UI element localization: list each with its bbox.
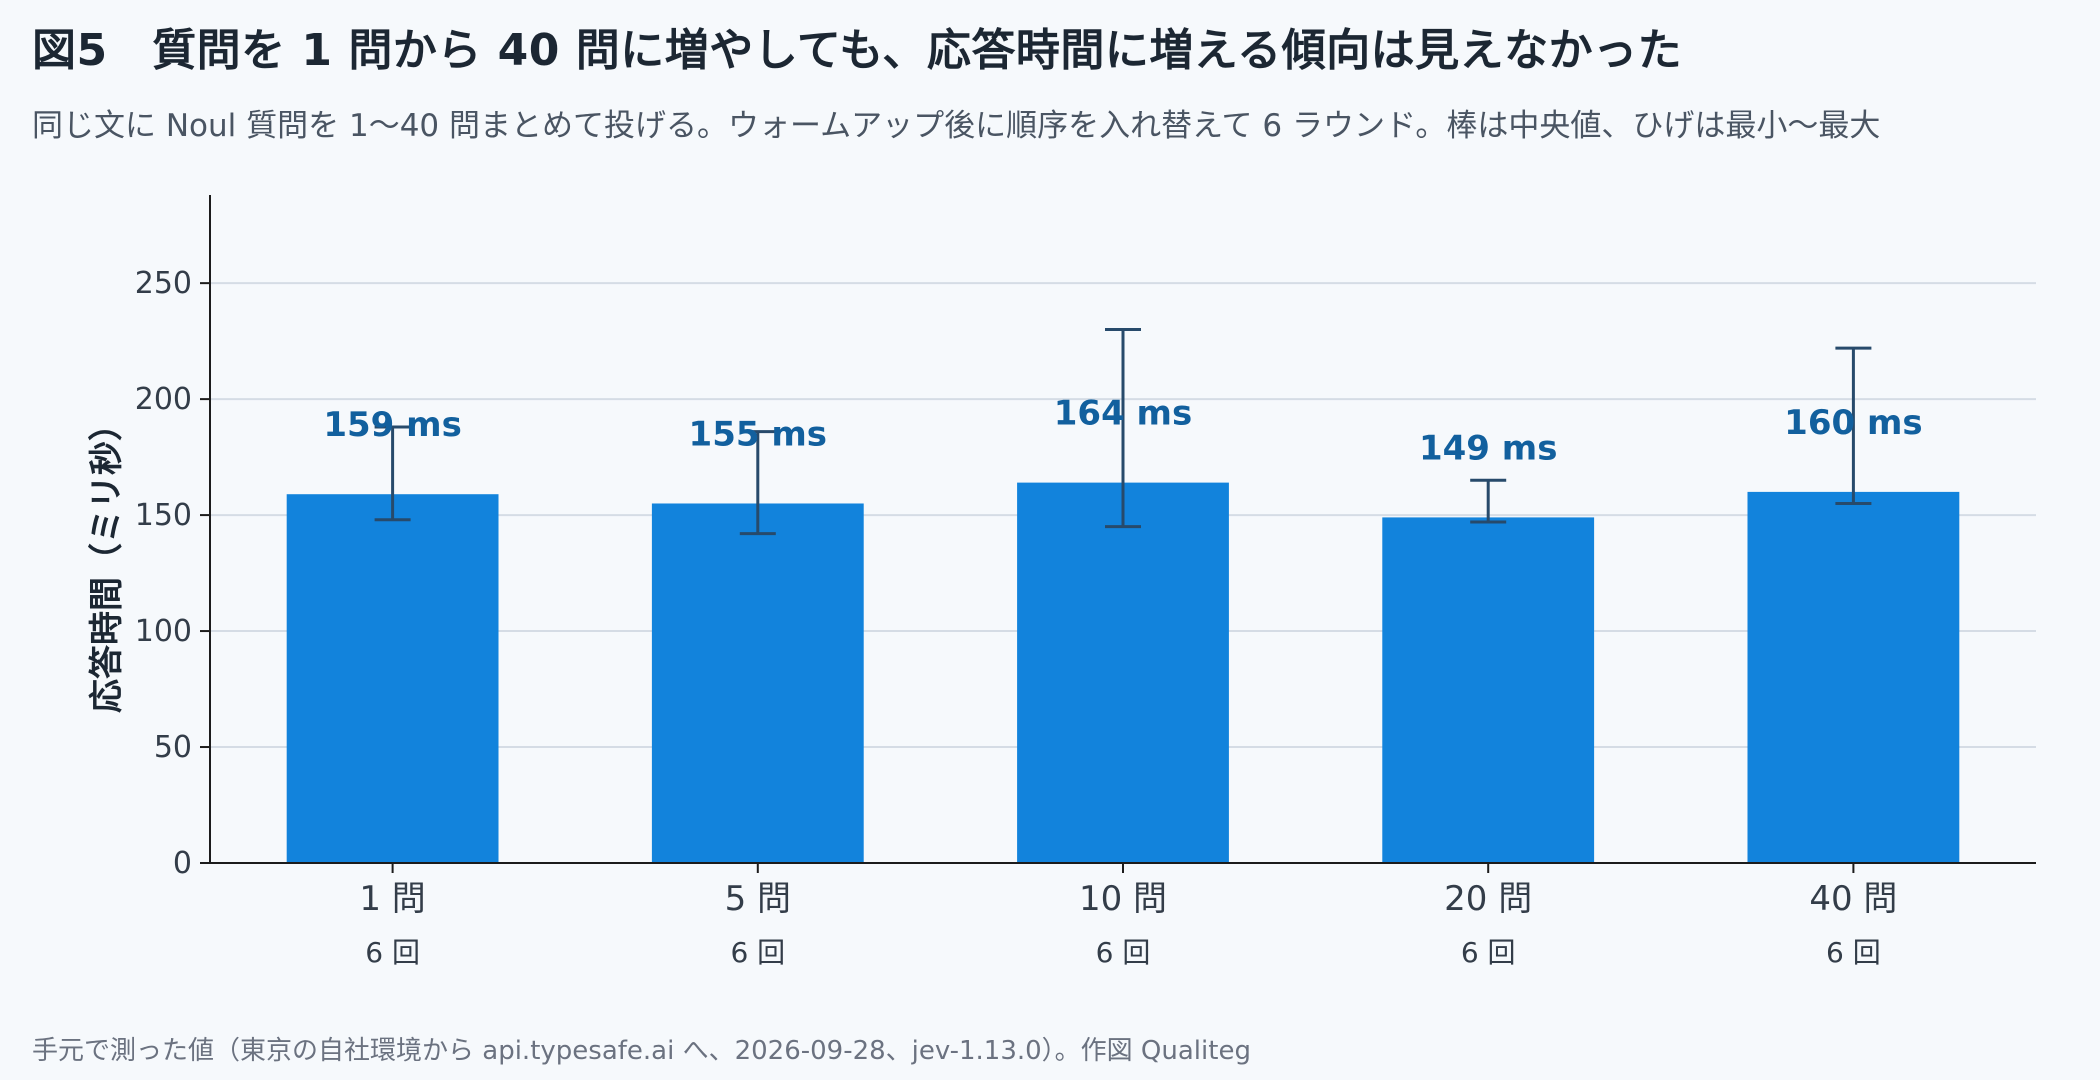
y-tick-label: 150 bbox=[135, 498, 192, 533]
bars bbox=[286, 482, 1960, 863]
bar bbox=[651, 503, 864, 863]
sample-count-label: 6 回 bbox=[1096, 936, 1151, 969]
axes bbox=[200, 195, 2036, 873]
x-tick-label: 10 問 bbox=[1079, 879, 1167, 919]
x-tick-label: 20 問 bbox=[1444, 879, 1532, 919]
x-tick-label: 1 問 bbox=[359, 879, 425, 919]
bar bbox=[286, 494, 499, 863]
value-label: 149 ms bbox=[1419, 428, 1557, 468]
bar bbox=[1382, 517, 1595, 863]
y-tick-label: 250 bbox=[135, 266, 192, 301]
x-tick-label: 40 問 bbox=[1809, 879, 1897, 919]
value-label: 160 ms bbox=[1784, 403, 1922, 443]
y-tick-label: 0 bbox=[173, 846, 192, 881]
value-label: 155 ms bbox=[689, 414, 827, 454]
error-bars bbox=[374, 328, 1872, 536]
bar bbox=[1017, 482, 1229, 863]
x-tick-label: 5 問 bbox=[725, 879, 791, 919]
value-label: 159 ms bbox=[323, 405, 461, 445]
labels: 0 50 100 150 200 250 159 ms 1 問 6 回 155 ms 5 問 6 回 1… bbox=[135, 266, 1923, 969]
chart-subtitle: 同じ文に Noul 質問を 1〜40 問まとめて投げる。ウォームアップ後に順序を… bbox=[32, 108, 1881, 144]
sample-count-label: 6 回 bbox=[1826, 936, 1881, 969]
y-axis-label: 応答時間（ミリ秒） bbox=[87, 407, 127, 713]
y-tick-label: 50 bbox=[154, 730, 192, 765]
value-label: 164 ms bbox=[1054, 394, 1192, 434]
bar bbox=[1747, 491, 1960, 863]
chart-title: 図5 質問を 1 問から 40 問に増やしても、応答時間に増える傾向は見えなかっ… bbox=[32, 25, 1683, 76]
sample-count-label: 6 回 bbox=[730, 936, 785, 969]
y-tick-label: 100 bbox=[135, 614, 192, 649]
sample-count-label: 6 回 bbox=[1461, 936, 1516, 969]
footer-note: 手元で測った値（東京の自社環境から api.typesafe.ai へ、2026… bbox=[32, 1036, 1251, 1066]
sample-count-label: 6 回 bbox=[365, 936, 420, 969]
y-tick-label: 200 bbox=[135, 382, 192, 417]
